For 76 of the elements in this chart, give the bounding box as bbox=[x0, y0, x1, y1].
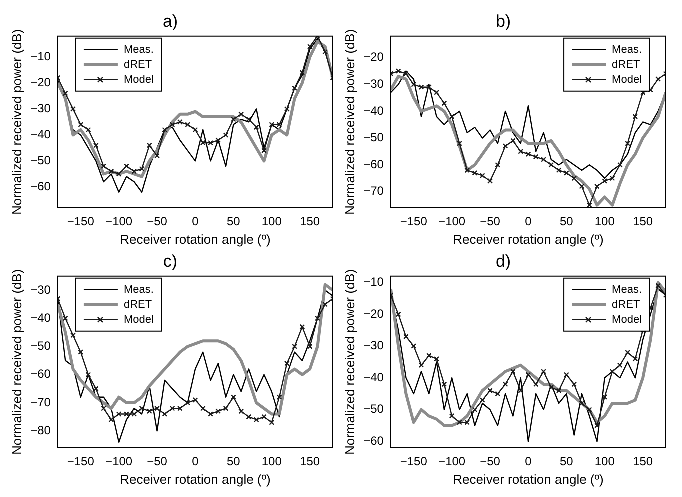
x-tick-label: 50 bbox=[560, 214, 574, 229]
x-tick-label: −150 bbox=[67, 214, 95, 229]
x-axis-title: Receiver rotation angle (º) bbox=[453, 472, 604, 487]
y-axis-title: Normalized received power (dB) bbox=[9, 269, 24, 456]
y-tick-label: −30 bbox=[364, 338, 384, 353]
y-tick-label: −60 bbox=[30, 180, 52, 194]
x-tick-label: −50 bbox=[480, 454, 501, 469]
chart-title: c) bbox=[163, 252, 178, 271]
y-tick-label: −50 bbox=[364, 130, 384, 145]
legend-label: Model bbox=[124, 74, 154, 86]
y-tick-label: −70 bbox=[30, 395, 52, 410]
x-tick-label: −100 bbox=[106, 454, 133, 469]
x-tick-label: −100 bbox=[438, 454, 466, 469]
y-tick-label: −20 bbox=[364, 306, 384, 321]
x-tick-label: −150 bbox=[400, 214, 428, 229]
legend-label: Model bbox=[124, 314, 154, 326]
x-tick-label: 0 bbox=[525, 454, 532, 469]
y-axis-title: Normalized received power (dB) bbox=[342, 29, 358, 216]
x-axis-title: Receiver rotation angle (º) bbox=[453, 232, 604, 247]
x-tick-label: 150 bbox=[633, 214, 654, 229]
x-tick-label: 100 bbox=[262, 454, 282, 469]
y-tick-label: −50 bbox=[364, 402, 384, 416]
y-tick-label: −30 bbox=[30, 282, 52, 297]
x-tick-label: 50 bbox=[560, 454, 574, 469]
legend-label: Model bbox=[612, 314, 642, 326]
x-tick-label: −150 bbox=[400, 454, 428, 469]
x-tick-label: −50 bbox=[480, 214, 501, 229]
legend-label: Meas. bbox=[612, 44, 642, 56]
x-axis-title: Receiver rotation angle (º) bbox=[120, 232, 271, 247]
x-tick-label: 50 bbox=[227, 454, 241, 469]
x-tick-label: 150 bbox=[300, 214, 320, 229]
x-tick-label: 100 bbox=[594, 214, 616, 229]
legend-label: dRET bbox=[612, 58, 640, 71]
x-tick-label: 100 bbox=[262, 214, 282, 229]
x-axis-title: Receiver rotation angle (º) bbox=[120, 472, 271, 487]
legend-label: Meas. bbox=[124, 44, 154, 56]
x-tick-label: 100 bbox=[594, 454, 616, 469]
x-tick-label: −50 bbox=[147, 454, 168, 469]
y-tick-label: −40 bbox=[30, 128, 52, 142]
chart-title: a) bbox=[162, 12, 178, 31]
y-tick-label: −10 bbox=[364, 275, 384, 290]
legend-label: Meas. bbox=[124, 284, 154, 296]
y-tick-label: −60 bbox=[364, 157, 384, 172]
y-tick-label: −60 bbox=[30, 367, 52, 382]
y-tick-label: −10 bbox=[30, 50, 52, 64]
x-tick-label: −150 bbox=[67, 454, 95, 469]
y-tick-label: −80 bbox=[30, 423, 52, 438]
y-tick-label: −40 bbox=[364, 370, 384, 384]
x-tick-label: 50 bbox=[227, 214, 241, 229]
y-axis-title: Normalized received power (dB) bbox=[9, 29, 24, 216]
y-tick-label: −60 bbox=[364, 434, 384, 448]
y-tick-label: −40 bbox=[364, 104, 384, 118]
x-tick-label: 150 bbox=[300, 454, 320, 469]
y-axis-title: Normalized received power (dB) bbox=[342, 269, 358, 456]
y-tick-label: −30 bbox=[364, 76, 384, 91]
legend-label: dRET bbox=[124, 298, 152, 311]
y-tick-label: −70 bbox=[364, 184, 384, 198]
y-tick-label: −40 bbox=[30, 310, 52, 325]
y-tick-label: −20 bbox=[364, 50, 384, 64]
x-tick-label: 150 bbox=[633, 454, 654, 469]
x-tick-label: 0 bbox=[525, 214, 532, 229]
legend-label: Meas. bbox=[612, 284, 642, 296]
x-tick-label: −100 bbox=[438, 214, 466, 229]
x-tick-label: −100 bbox=[106, 214, 133, 229]
x-tick-label: −50 bbox=[147, 214, 168, 229]
y-tick-label: −50 bbox=[30, 339, 52, 354]
legend-label: Model bbox=[612, 74, 642, 86]
y-tick-label: −30 bbox=[30, 102, 52, 116]
legend-label: dRET bbox=[124, 58, 152, 71]
chart-title: b) bbox=[496, 12, 512, 31]
x-tick-label: 0 bbox=[192, 214, 200, 229]
y-tick-label: −20 bbox=[30, 76, 52, 90]
chart-title: d) bbox=[496, 252, 512, 271]
y-tick-label: −50 bbox=[30, 154, 52, 168]
legend-label: dRET bbox=[612, 298, 640, 311]
x-tick-label: 0 bbox=[192, 454, 200, 469]
